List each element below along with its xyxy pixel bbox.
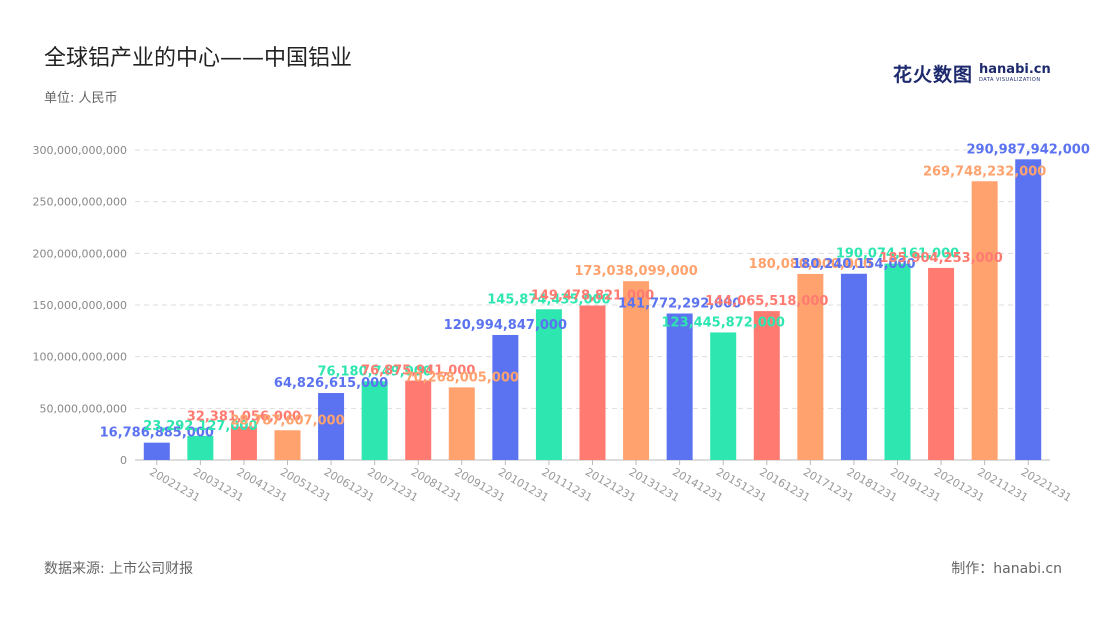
data-label: 149,478,821,000	[531, 289, 654, 304]
data-label: 123,445,872,000	[662, 315, 785, 330]
bar	[361, 381, 388, 460]
bar	[187, 435, 214, 460]
logo-cn-text: 花火数图	[893, 63, 974, 86]
data-label: 16,786,885,000	[100, 426, 214, 441]
bar	[535, 309, 562, 460]
data-label: 76,875,941,000	[361, 364, 475, 379]
bar	[492, 334, 519, 460]
y-tick-label: 150,000,000,000	[33, 299, 127, 312]
chart-title: 全球铝产业的中心——中国铝业	[44, 46, 353, 71]
bar	[405, 380, 432, 460]
y-tick-label: 50,000,000,000	[40, 402, 127, 415]
data-label: 32,381,056,000	[187, 410, 301, 425]
bar	[274, 430, 301, 460]
bar	[448, 387, 475, 460]
bar	[143, 442, 170, 460]
logo-en-text: hanabi.cn	[979, 62, 1051, 77]
data-label: 180,240,154,000	[792, 257, 915, 272]
data-label: 290,987,942,000	[967, 142, 1090, 157]
bar	[318, 393, 345, 460]
bar	[710, 332, 737, 460]
bar	[884, 263, 911, 460]
data-label: 141,772,292,000	[618, 297, 741, 312]
data-source: 数据来源: 上市公司财报	[44, 561, 194, 577]
y-tick-label: 100,000,000,000	[33, 351, 127, 364]
data-label: 144,065,518,000	[705, 294, 828, 309]
bar	[797, 273, 824, 460]
bar	[753, 311, 780, 460]
data-label: 23,292,127,000	[143, 419, 257, 434]
bars	[143, 159, 1042, 461]
x-axis-ticks: 2002123120031231200412312005123120061231…	[147, 460, 1074, 505]
data-label: 28,787,607,000	[230, 413, 344, 428]
logo-tagline: DATA VISUALIZATION	[979, 77, 1041, 83]
bar	[666, 313, 693, 460]
data-label: 145,874,435,000	[487, 292, 610, 307]
y-tick-label: 250,000,000,000	[33, 196, 127, 209]
credit-text: 制作：hanabi.cn	[951, 561, 1062, 577]
data-label: 269,748,232,000	[923, 164, 1046, 179]
data-label: 180,080,000,000	[749, 257, 872, 272]
bar	[230, 426, 257, 460]
bar	[928, 267, 955, 460]
bar	[579, 305, 606, 460]
y-tick-label: 200,000,000,000	[33, 247, 127, 260]
data-label: 76,180,749,000	[317, 364, 431, 379]
bar	[623, 281, 650, 460]
data-label: 185,904,253,000	[879, 251, 1002, 266]
unit-label: 单位: 人民币	[44, 91, 118, 106]
y-tick-label: 300,000,000,000	[33, 144, 127, 157]
bar	[1015, 159, 1042, 461]
data-labels: 16,786,885,00023,292,127,00032,381,056,0…	[100, 142, 1090, 440]
logo-en-block: hanabi.cn DATA VISUALIZATION	[979, 63, 1051, 83]
bar	[971, 181, 998, 460]
brand-logo: 花火数图 hanabi.cn DATA VISUALIZATION	[893, 60, 1051, 86]
data-label: 120,994,847,000	[444, 318, 567, 333]
data-label: 64,826,615,000	[274, 376, 388, 391]
data-label: 190,074,161,000	[836, 247, 959, 262]
y-tick-label: 0	[120, 454, 127, 467]
bar	[840, 273, 867, 460]
data-label: 70,268,005,000	[405, 370, 519, 385]
y-axis-ticks: 0 50,000,000,000 100,000,000,000 150,000,00…	[33, 144, 127, 467]
data-label: 173,038,099,000	[574, 264, 697, 279]
